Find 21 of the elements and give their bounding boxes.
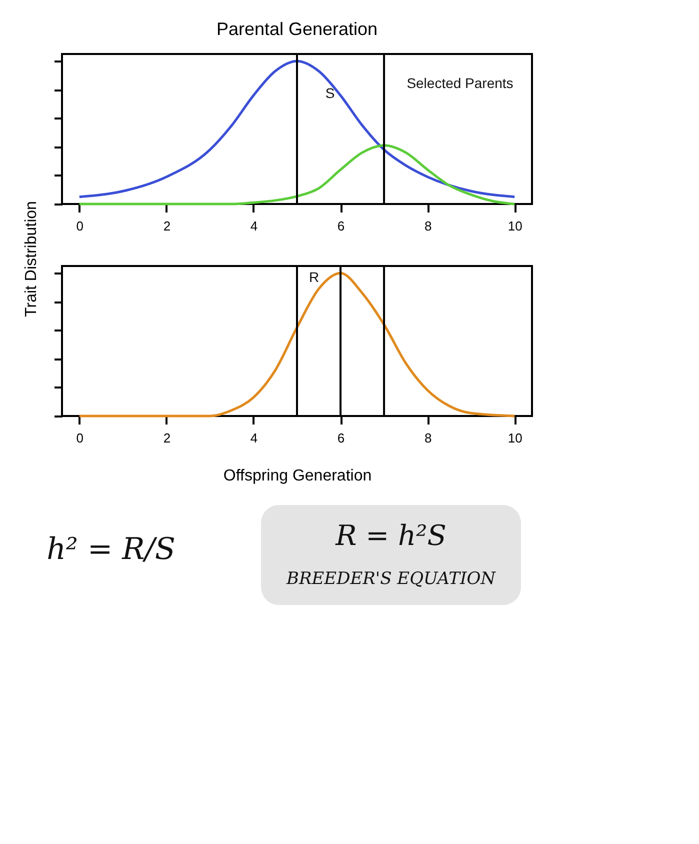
x-tick-label: 8: [424, 430, 432, 446]
annotation: R: [308, 269, 320, 285]
x-tick-label: 4: [250, 430, 258, 446]
annotation: Selected Parents: [406, 75, 514, 91]
x-tick-label: 2: [163, 218, 171, 234]
x-tick-label: 10: [508, 430, 522, 446]
x-tick-label: 2: [163, 430, 171, 446]
x-tick-label: 4: [250, 218, 258, 234]
x-tick-label: 10: [508, 218, 522, 234]
text: BREEDER'S EQUATION: [285, 569, 497, 589]
x-tick-label: 6: [337, 430, 345, 446]
chart-title: Parental Generation: [216, 19, 378, 39]
annotation: S: [325, 85, 335, 101]
text: R = h²S: [334, 519, 446, 552]
text: h² = R/S: [46, 532, 176, 567]
x-tick-label: 8: [424, 218, 432, 234]
x-tick-label: 6: [337, 218, 345, 234]
x-axis-title: Offspring Generation: [223, 468, 372, 484]
x-tick-label: 0: [76, 430, 84, 446]
x-tick-label: 0: [76, 218, 84, 234]
y-axis-title: Trait Distribution: [23, 201, 40, 317]
